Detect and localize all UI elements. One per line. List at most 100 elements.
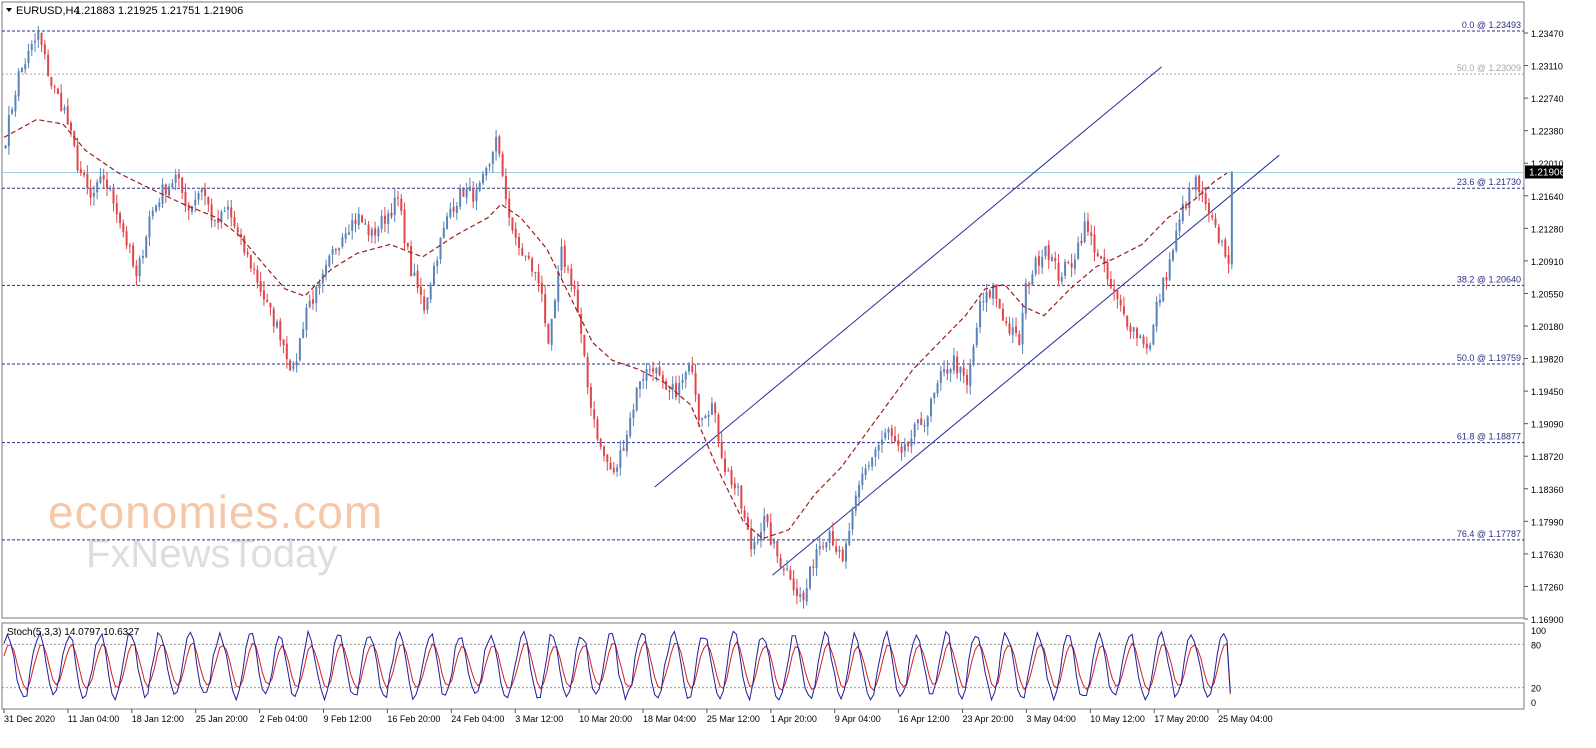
candle-body (230, 207, 233, 218)
candle-body (1060, 276, 1063, 282)
candle-body (786, 568, 789, 570)
ascending-channel[interactable] (654, 66, 1280, 576)
candle-body (400, 198, 403, 211)
candle-body (485, 167, 488, 176)
candle-body (1024, 282, 1027, 314)
candle-body (1152, 324, 1155, 345)
candle-body (946, 369, 949, 374)
candle-body (442, 227, 445, 238)
time-tick-label: 3 Mar 12:00 (515, 714, 563, 724)
candle-body (289, 360, 292, 371)
candle-body (733, 483, 736, 489)
candle-body (1136, 328, 1139, 338)
candle-body (563, 245, 566, 268)
candle-body (217, 218, 220, 223)
candle-body (907, 442, 910, 447)
price-tick-label: 1.17260 (1531, 582, 1564, 592)
candle-body (789, 569, 792, 580)
triangle-down-icon[interactable] (6, 8, 12, 12)
candle-body (200, 189, 203, 193)
candle-body (50, 77, 53, 86)
candle-body (1103, 257, 1106, 264)
candle-body (1191, 187, 1194, 189)
candle-body (135, 265, 138, 277)
candle-body (347, 232, 350, 235)
time-tick-label: 16 Feb 20:00 (387, 714, 440, 724)
candle-body (449, 208, 452, 218)
time-tick-label: 24 Feb 04:00 (451, 714, 504, 724)
candle-body (661, 375, 664, 382)
candle-body (665, 381, 668, 390)
candle-body (802, 592, 805, 601)
price-tick-label: 1.21280 (1531, 224, 1564, 234)
ohlc-readout: 1.21883 1.21925 1.21751 1.21906 (75, 5, 243, 17)
candle-body (1005, 321, 1008, 324)
candle-body (253, 268, 256, 270)
candle-body (370, 229, 373, 237)
candle-body (844, 543, 847, 562)
candle-body (308, 300, 311, 307)
candle-body (426, 297, 429, 310)
candle-body (822, 546, 825, 548)
time-tick-label: 3 May 04:00 (1026, 714, 1076, 724)
price-tick-label: 1.17630 (1531, 550, 1564, 560)
candle-body (701, 417, 704, 420)
candle-body (508, 198, 511, 218)
candle-body (269, 302, 272, 308)
price-tick-label: 1.22740 (1531, 94, 1564, 104)
fib-level-label: 61.8 @ 1.18877 (1457, 432, 1521, 442)
candle-body (691, 365, 694, 373)
candle-body (187, 204, 190, 211)
candle-body (962, 367, 965, 376)
candle-body (1198, 175, 1201, 193)
candle-body (949, 369, 952, 373)
current-price-tag-bg (1525, 165, 1563, 179)
time-tick-label: 25 Jan 20:00 (196, 714, 248, 724)
candle-body (612, 468, 615, 473)
candle-body (609, 462, 612, 470)
candle-body (534, 271, 537, 273)
candle-body (831, 531, 834, 546)
candle-body (517, 236, 520, 248)
candle-body (759, 531, 762, 541)
candle-body (799, 594, 802, 597)
candle-body (423, 296, 426, 311)
price-tick-label: 1.20550 (1531, 289, 1564, 299)
candle-body (773, 540, 776, 544)
candle-body (207, 196, 210, 205)
candle-body (923, 425, 926, 427)
candle-body (321, 273, 324, 284)
candle-body (243, 236, 246, 253)
candle-body (939, 370, 942, 383)
candle-body (34, 40, 37, 43)
candle-body (249, 255, 252, 269)
candle-body (1064, 261, 1067, 276)
candle-body (197, 193, 200, 200)
candle-body (76, 144, 79, 171)
time-tick-label: 2 Feb 04:00 (260, 714, 308, 724)
stoch-axis-label: 0 (1531, 698, 1536, 708)
candle-body (475, 189, 478, 202)
candle-body (501, 153, 504, 176)
candle-body (53, 86, 56, 88)
candle-body (298, 338, 301, 361)
candle-body (472, 188, 475, 202)
candle-body (174, 174, 177, 183)
candle-body (1031, 274, 1034, 286)
candle-body (851, 510, 854, 530)
candle-body (236, 227, 239, 233)
candle-body (1100, 256, 1103, 259)
candle-body (972, 346, 975, 363)
candle-body (1086, 220, 1089, 232)
candle-body (266, 299, 269, 303)
candle-body (282, 339, 285, 346)
candle-body (1096, 253, 1099, 257)
candle-body (1126, 315, 1129, 327)
candle-body (56, 88, 59, 95)
candle-body (11, 109, 14, 114)
candle-body (629, 417, 632, 437)
candle-body (795, 588, 798, 596)
candle-body (119, 213, 122, 224)
